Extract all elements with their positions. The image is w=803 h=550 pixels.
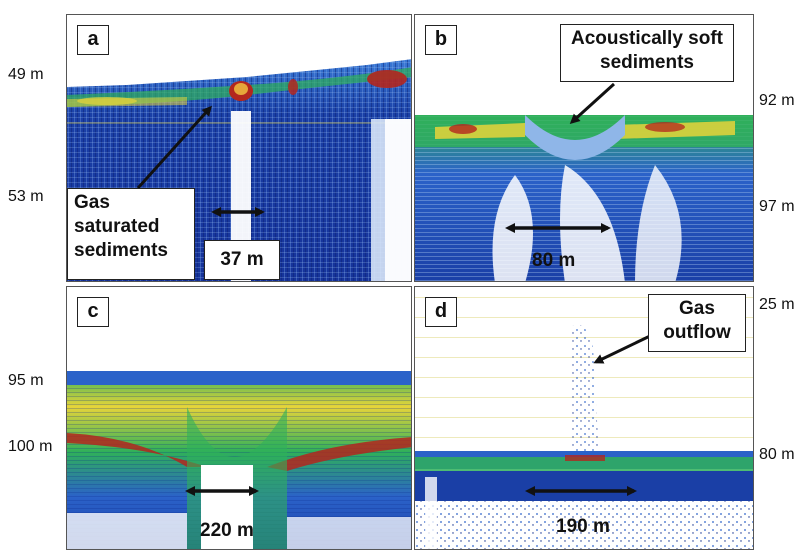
depth-label-b-top: 92 m bbox=[759, 92, 795, 109]
measure-label-a: 37 m bbox=[204, 240, 280, 280]
depth-label-d-top: 25 m bbox=[759, 296, 795, 313]
depth-label-c-top: 95 m bbox=[8, 372, 44, 389]
depth-label-d-bottom: 80 m bbox=[759, 446, 795, 463]
depth-label-b-bottom: 97 m bbox=[759, 198, 795, 215]
echogram-panel-c: c bbox=[66, 286, 412, 550]
callout-gas-outflow: Gas outflow bbox=[648, 294, 746, 352]
callout-acoustically-soft-sediments: Acoustically soft sediments bbox=[560, 24, 734, 82]
depth-label-c-bottom: 100 m bbox=[8, 438, 53, 455]
measure-label-d: 190 m bbox=[556, 516, 610, 537]
measure-label-c: 220 m bbox=[200, 520, 254, 541]
callout-gas-saturated-sediments: Gas saturated sediments bbox=[67, 188, 195, 280]
panel-letter-b: b bbox=[425, 25, 457, 55]
measure-label-b: 80 m bbox=[532, 250, 576, 271]
echogram-c-image bbox=[67, 287, 411, 549]
echogram-panel-b: b bbox=[414, 14, 754, 282]
panel-letter-c: c bbox=[77, 297, 109, 327]
depth-label-a-bottom: 53 m bbox=[8, 188, 44, 205]
depth-label-a-top: 49 m bbox=[8, 66, 44, 83]
panel-letter-d: d bbox=[425, 297, 457, 327]
panel-letter-a: a bbox=[77, 25, 109, 55]
